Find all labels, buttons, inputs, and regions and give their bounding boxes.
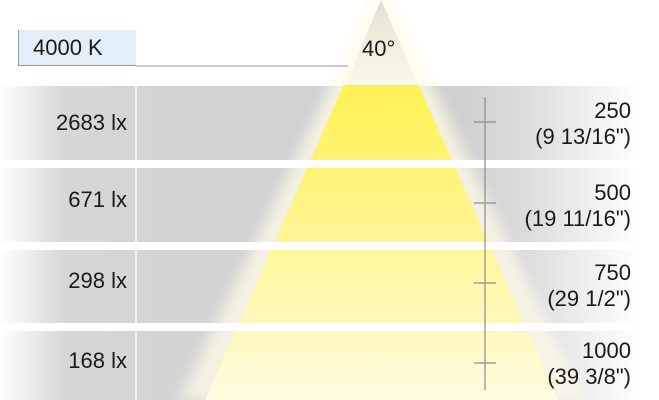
distance-500: 500 (19 11/16") (525, 180, 631, 232)
beam-cone (205, 0, 558, 400)
illuminance-500: 671 lx (68, 187, 127, 212)
distance-in: (19 11/16") (524, 206, 631, 231)
distance-1000: 1000 (39 3/8") (547, 338, 631, 390)
distance-mm: 1000 (582, 338, 631, 363)
distance-750: 750 (29 1/2") (547, 260, 631, 312)
distance-mm: 500 (594, 180, 631, 205)
beam-angle-label: 40° (362, 36, 396, 61)
distance-mm: 250 (594, 98, 631, 123)
distance-250: 250 (9 13/16") (535, 98, 631, 150)
distance-in: (39 3/8") (547, 364, 631, 389)
distance-mm: 750 (594, 260, 631, 285)
illuminance-250: 2683 lx (56, 110, 127, 135)
distance-in: (9 13/16") (535, 124, 631, 149)
distance-in: (29 1/2") (547, 286, 631, 311)
illuminance-1000: 168 lx (68, 348, 127, 373)
color-temperature-label: 4000 K (18, 30, 136, 66)
distance-scale (474, 97, 496, 390)
illuminance-750: 298 lx (68, 268, 127, 293)
band-separators (0, 160, 659, 331)
